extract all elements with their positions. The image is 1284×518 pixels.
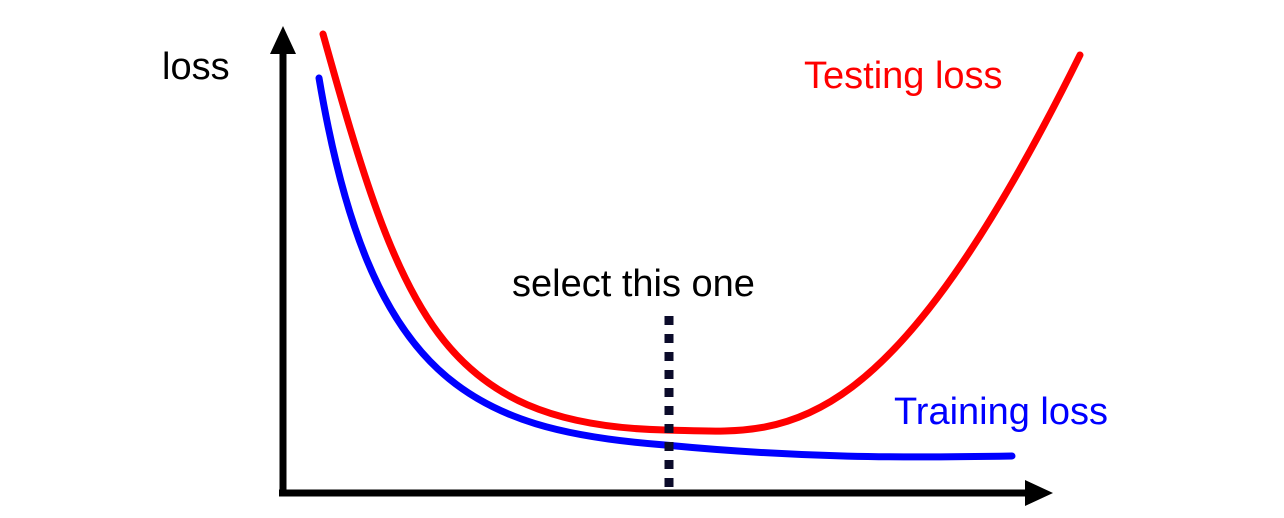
testing-loss-label: Testing loss (804, 55, 1003, 97)
y-axis-label: loss (162, 46, 230, 88)
x-axis-arrowhead (1025, 480, 1053, 506)
selection-annotation: select this one (512, 263, 755, 305)
axes (270, 26, 1053, 506)
y-axis-arrowhead (270, 26, 296, 54)
training-loss-curve (315, 74, 1016, 461)
training-loss-label: Training loss (894, 391, 1108, 433)
